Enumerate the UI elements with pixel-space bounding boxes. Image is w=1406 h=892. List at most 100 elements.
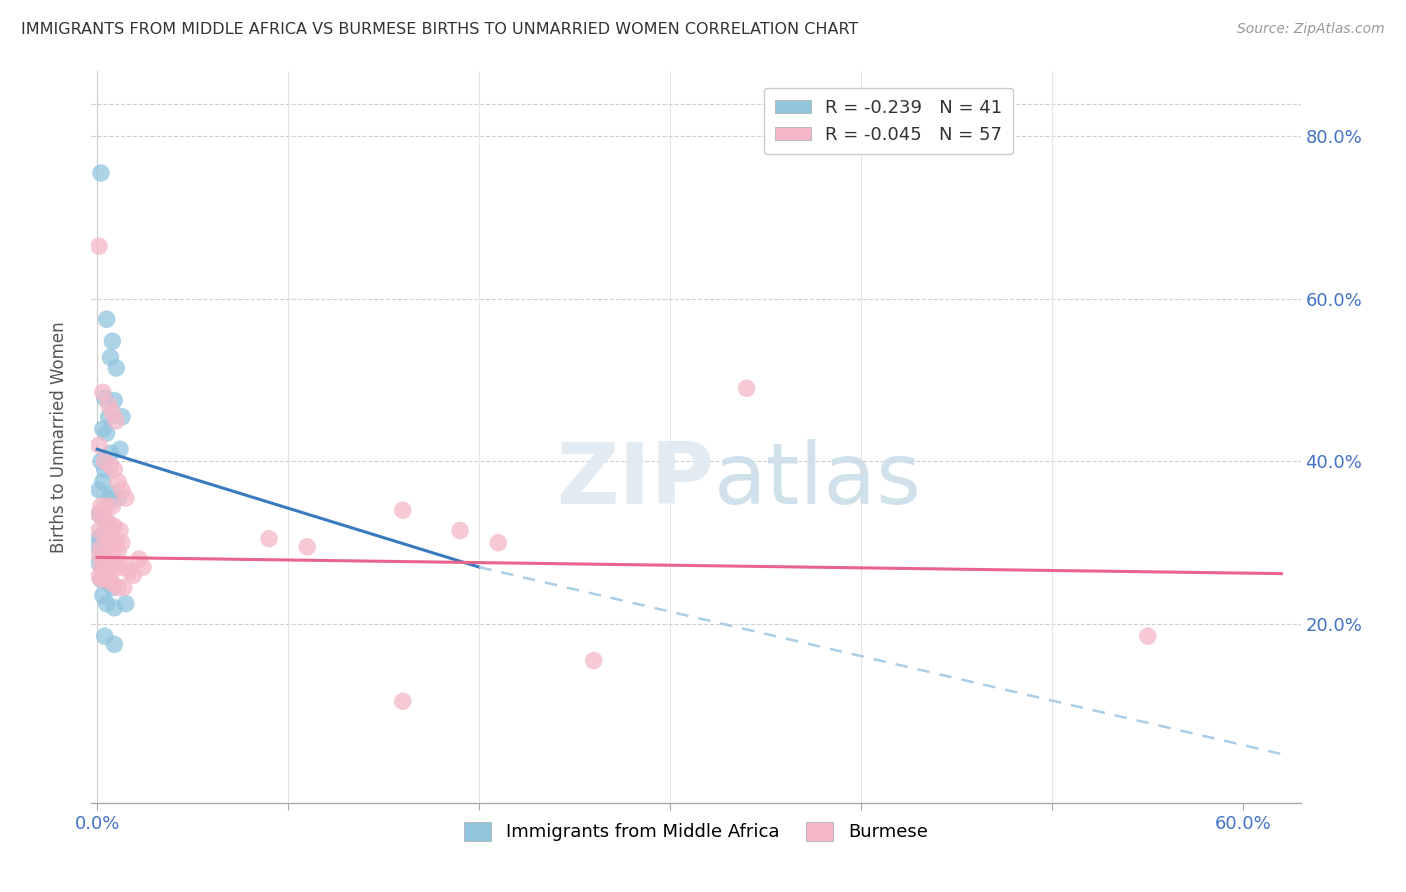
Point bbox=[449, 524, 471, 538]
Point bbox=[96, 516, 118, 530]
Point bbox=[118, 564, 141, 578]
Point bbox=[107, 475, 129, 489]
Point bbox=[97, 409, 120, 424]
Point bbox=[91, 532, 114, 546]
Point bbox=[90, 540, 112, 554]
Text: atlas: atlas bbox=[714, 440, 922, 523]
Point bbox=[90, 499, 112, 513]
Point bbox=[91, 511, 114, 525]
Point bbox=[94, 629, 117, 643]
Point bbox=[103, 519, 125, 533]
Point bbox=[90, 454, 112, 468]
Point bbox=[96, 597, 118, 611]
Point bbox=[1136, 629, 1159, 643]
Point bbox=[91, 560, 114, 574]
Point bbox=[90, 529, 112, 543]
Point bbox=[94, 391, 117, 405]
Point bbox=[87, 508, 110, 522]
Point bbox=[91, 475, 114, 489]
Point bbox=[105, 535, 128, 549]
Point bbox=[107, 544, 129, 558]
Point bbox=[87, 239, 110, 253]
Point bbox=[100, 568, 122, 582]
Point bbox=[97, 516, 120, 530]
Legend: Immigrants from Middle Africa, Burmese: Immigrants from Middle Africa, Burmese bbox=[457, 814, 935, 848]
Point bbox=[97, 552, 120, 566]
Text: ZIP: ZIP bbox=[557, 440, 714, 523]
Point bbox=[87, 556, 110, 570]
Point bbox=[91, 572, 114, 586]
Point bbox=[97, 491, 120, 505]
Point bbox=[96, 499, 118, 513]
Point bbox=[87, 483, 110, 497]
Point bbox=[96, 572, 118, 586]
Point bbox=[486, 535, 509, 549]
Point bbox=[128, 552, 150, 566]
Point bbox=[108, 442, 131, 457]
Point bbox=[101, 499, 124, 513]
Text: Source: ZipAtlas.com: Source: ZipAtlas.com bbox=[1237, 22, 1385, 37]
Point bbox=[103, 600, 125, 615]
Point bbox=[87, 532, 110, 546]
Point bbox=[96, 312, 118, 326]
Point bbox=[112, 581, 135, 595]
Point bbox=[101, 544, 124, 558]
Point bbox=[90, 166, 112, 180]
Point bbox=[91, 511, 114, 525]
Point bbox=[94, 564, 117, 578]
Point bbox=[94, 454, 117, 468]
Point bbox=[101, 406, 124, 420]
Point bbox=[100, 458, 122, 473]
Point bbox=[90, 548, 112, 562]
Point bbox=[94, 527, 117, 541]
Point bbox=[114, 597, 136, 611]
Point bbox=[101, 487, 124, 501]
Point bbox=[100, 532, 122, 546]
Point bbox=[582, 654, 605, 668]
Point bbox=[91, 552, 114, 566]
Point bbox=[87, 548, 110, 562]
Point bbox=[91, 589, 114, 603]
Point bbox=[103, 556, 125, 570]
Point bbox=[391, 694, 413, 708]
Point bbox=[100, 446, 122, 460]
Point bbox=[297, 540, 319, 554]
Point bbox=[122, 568, 145, 582]
Point bbox=[103, 393, 125, 408]
Point bbox=[90, 560, 112, 574]
Point bbox=[391, 503, 413, 517]
Point bbox=[97, 398, 120, 412]
Point bbox=[91, 422, 114, 436]
Y-axis label: Births to Unmarried Women: Births to Unmarried Women bbox=[49, 321, 67, 553]
Point bbox=[101, 576, 124, 591]
Point bbox=[111, 535, 134, 549]
Point bbox=[101, 334, 124, 348]
Point bbox=[97, 576, 120, 591]
Point bbox=[87, 524, 110, 538]
Point bbox=[90, 572, 112, 586]
Point bbox=[108, 560, 131, 574]
Text: IMMIGRANTS FROM MIDDLE AFRICA VS BURMESE BIRTHS TO UNMARRIED WOMEN CORRELATION C: IMMIGRANTS FROM MIDDLE AFRICA VS BURMESE… bbox=[21, 22, 859, 37]
Point bbox=[94, 462, 117, 476]
Point bbox=[107, 491, 129, 505]
Point bbox=[96, 564, 118, 578]
Point bbox=[87, 540, 110, 554]
Point bbox=[132, 560, 155, 574]
Point bbox=[735, 381, 758, 395]
Point bbox=[105, 361, 128, 376]
Point bbox=[103, 462, 125, 476]
Point bbox=[96, 425, 118, 440]
Point bbox=[111, 409, 134, 424]
Point bbox=[107, 581, 129, 595]
Point bbox=[87, 570, 110, 584]
Point bbox=[100, 351, 122, 365]
Point bbox=[108, 524, 131, 538]
Point bbox=[111, 483, 134, 497]
Point bbox=[103, 637, 125, 651]
Point bbox=[96, 540, 118, 554]
Point bbox=[87, 438, 110, 452]
Point bbox=[105, 414, 128, 428]
Point bbox=[91, 385, 114, 400]
Point bbox=[257, 532, 280, 546]
Point bbox=[87, 508, 110, 522]
